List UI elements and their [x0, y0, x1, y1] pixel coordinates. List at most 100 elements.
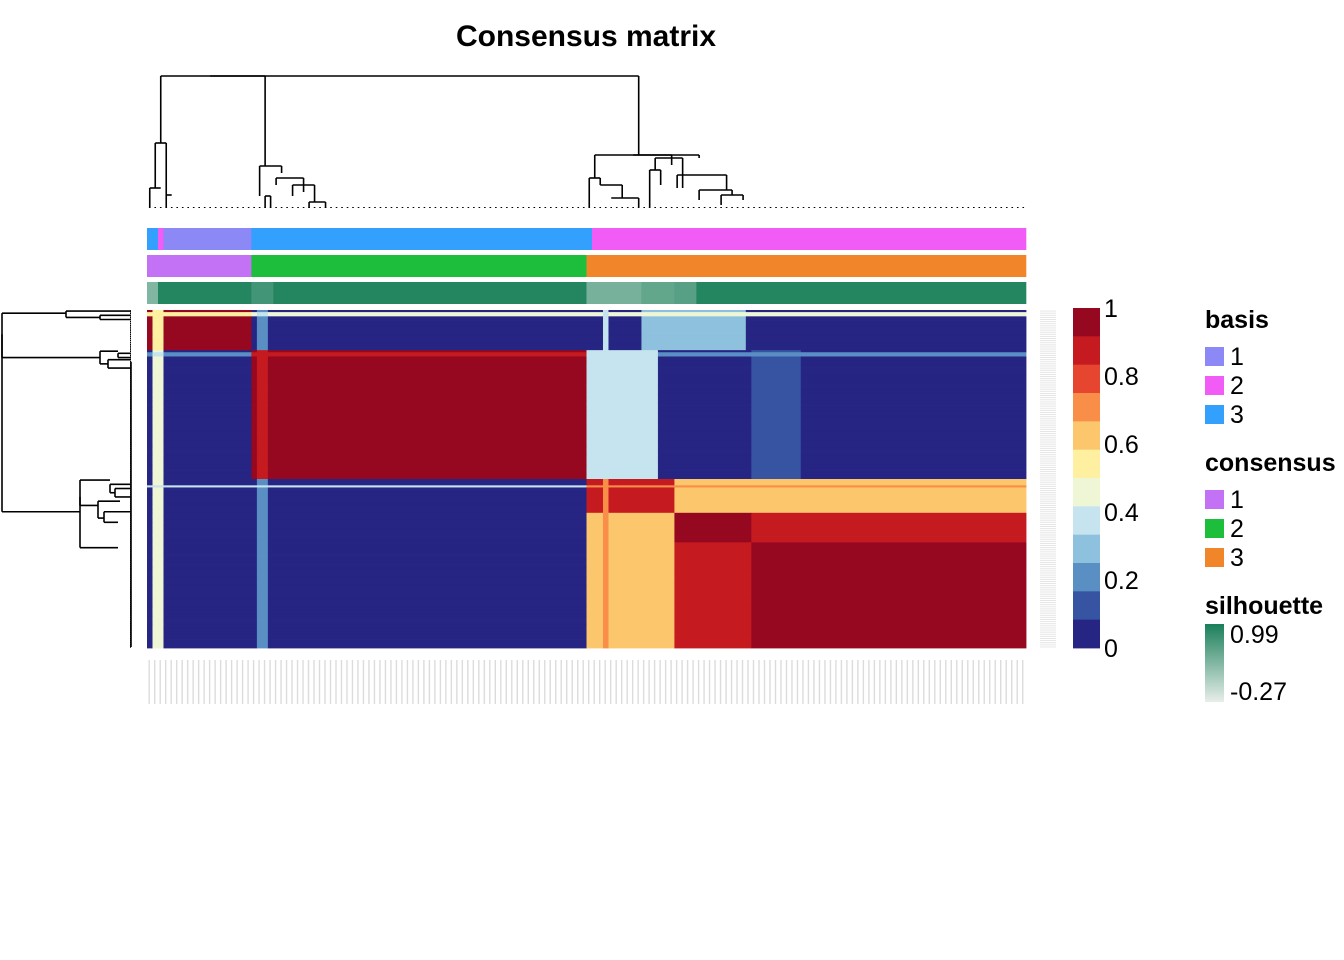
heatmap-cell — [147, 453, 153, 457]
row-label — [1040, 380, 1056, 382]
heatmap-cell — [608, 531, 675, 535]
heatmap-cell — [163, 555, 258, 558]
heatmap-cell — [163, 565, 258, 569]
color-scale-tick-label: 0.2 — [1104, 567, 1139, 595]
heatmap-cell — [251, 445, 258, 448]
heatmap-cell — [674, 626, 752, 630]
row-label — [1040, 623, 1056, 625]
heatmap-cell — [657, 390, 752, 393]
heatmap-cell — [147, 468, 153, 471]
heatmap-cell — [152, 481, 164, 484]
heatmap-cell — [251, 373, 258, 376]
row-label — [1040, 371, 1056, 373]
heatmap-cell — [163, 468, 252, 471]
heatmap-cell — [586, 637, 604, 640]
row-label — [1040, 329, 1056, 331]
heatmap-cell — [267, 637, 587, 640]
heatmap-cell — [602, 521, 609, 524]
heatmap-cell — [674, 559, 752, 562]
heatmap-cell — [602, 527, 609, 531]
heatmap-cell — [608, 483, 675, 486]
row-label — [1040, 521, 1056, 523]
heatmap-cell — [256, 316, 269, 319]
heatmap-cell — [751, 521, 1027, 524]
heatmap-cell — [267, 633, 587, 636]
column-label — [373, 660, 376, 704]
column-label — [428, 660, 431, 704]
heatmap-cell — [163, 599, 258, 602]
heatmap-cell — [608, 612, 675, 615]
color-scale-step — [1073, 563, 1100, 592]
heatmap-cell — [602, 563, 609, 567]
heatmap-cell — [251, 324, 258, 328]
heatmap-cell — [657, 445, 752, 448]
heatmap-cell — [152, 371, 164, 374]
heatmap-cell — [163, 417, 252, 421]
heatmap-cell — [152, 320, 164, 324]
column-label — [505, 660, 507, 704]
heatmap-cell — [674, 536, 752, 539]
heatmap-cell — [251, 318, 258, 321]
heatmap-cell — [256, 333, 269, 336]
heatmap-cell — [163, 402, 252, 406]
column-label — [593, 660, 595, 704]
heatmap-cell — [163, 559, 258, 562]
heatmap-cell — [602, 609, 609, 613]
heatmap-cell — [152, 523, 164, 526]
consensus-legend-swatch — [1205, 548, 1224, 567]
heatmap-cell — [256, 517, 269, 520]
heatmap-cell — [147, 432, 153, 436]
column-label — [961, 660, 963, 704]
heatmap-cell — [163, 430, 252, 433]
heatmap-cell — [163, 367, 252, 370]
heatmap-cell — [674, 588, 752, 592]
heatmap-cell — [602, 569, 609, 573]
column-dendrogram — [148, 75, 1025, 208]
heatmap-cell — [147, 546, 153, 550]
heatmap-cell — [163, 341, 252, 345]
row-label — [1040, 352, 1056, 354]
row-label — [1040, 530, 1056, 532]
heatmap-cell — [608, 487, 675, 490]
heatmap-cell — [147, 510, 153, 514]
heatmap-cell — [256, 350, 269, 353]
column-label — [620, 660, 623, 704]
heatmap-cell — [608, 489, 675, 493]
row-label — [1040, 346, 1056, 348]
heatmap-cell — [751, 434, 802, 438]
column-label — [538, 660, 540, 704]
heatmap-cell — [602, 593, 609, 596]
heatmap-cell — [147, 645, 153, 649]
heatmap-cell — [256, 495, 269, 499]
heatmap-cell — [256, 405, 269, 408]
column-label — [500, 660, 502, 704]
heatmap-cell — [147, 326, 153, 330]
heatmap-cell — [163, 339, 252, 343]
heatmap-cell — [256, 369, 269, 372]
heatmap-cell — [163, 645, 258, 649]
heatmap-cell — [267, 618, 587, 621]
heatmap-cell — [657, 371, 752, 374]
heatmap-cell — [147, 377, 153, 381]
heatmap-cell — [751, 394, 802, 398]
heatmap-cell — [256, 618, 269, 621]
heatmap-cell — [152, 455, 164, 459]
heatmap-cell — [147, 409, 153, 412]
row-label — [1040, 397, 1056, 399]
heatmap-cell — [267, 455, 587, 459]
heatmap-cell — [251, 449, 258, 452]
heatmap-cell — [163, 521, 258, 524]
heatmap-cell — [657, 415, 752, 419]
heatmap-cell — [251, 335, 258, 338]
heatmap-cell — [147, 483, 153, 486]
heatmap-cell — [800, 367, 1027, 370]
heatmap-cell — [163, 436, 252, 440]
heatmap-cell — [608, 329, 642, 332]
heatmap-cell — [267, 605, 587, 609]
heatmap-cell — [586, 584, 604, 588]
heatmap-cell — [608, 512, 675, 516]
heatmap-cell — [152, 533, 164, 537]
heatmap-cell — [267, 419, 587, 423]
heatmap-cell — [152, 605, 164, 609]
heatmap-cell — [256, 565, 269, 569]
